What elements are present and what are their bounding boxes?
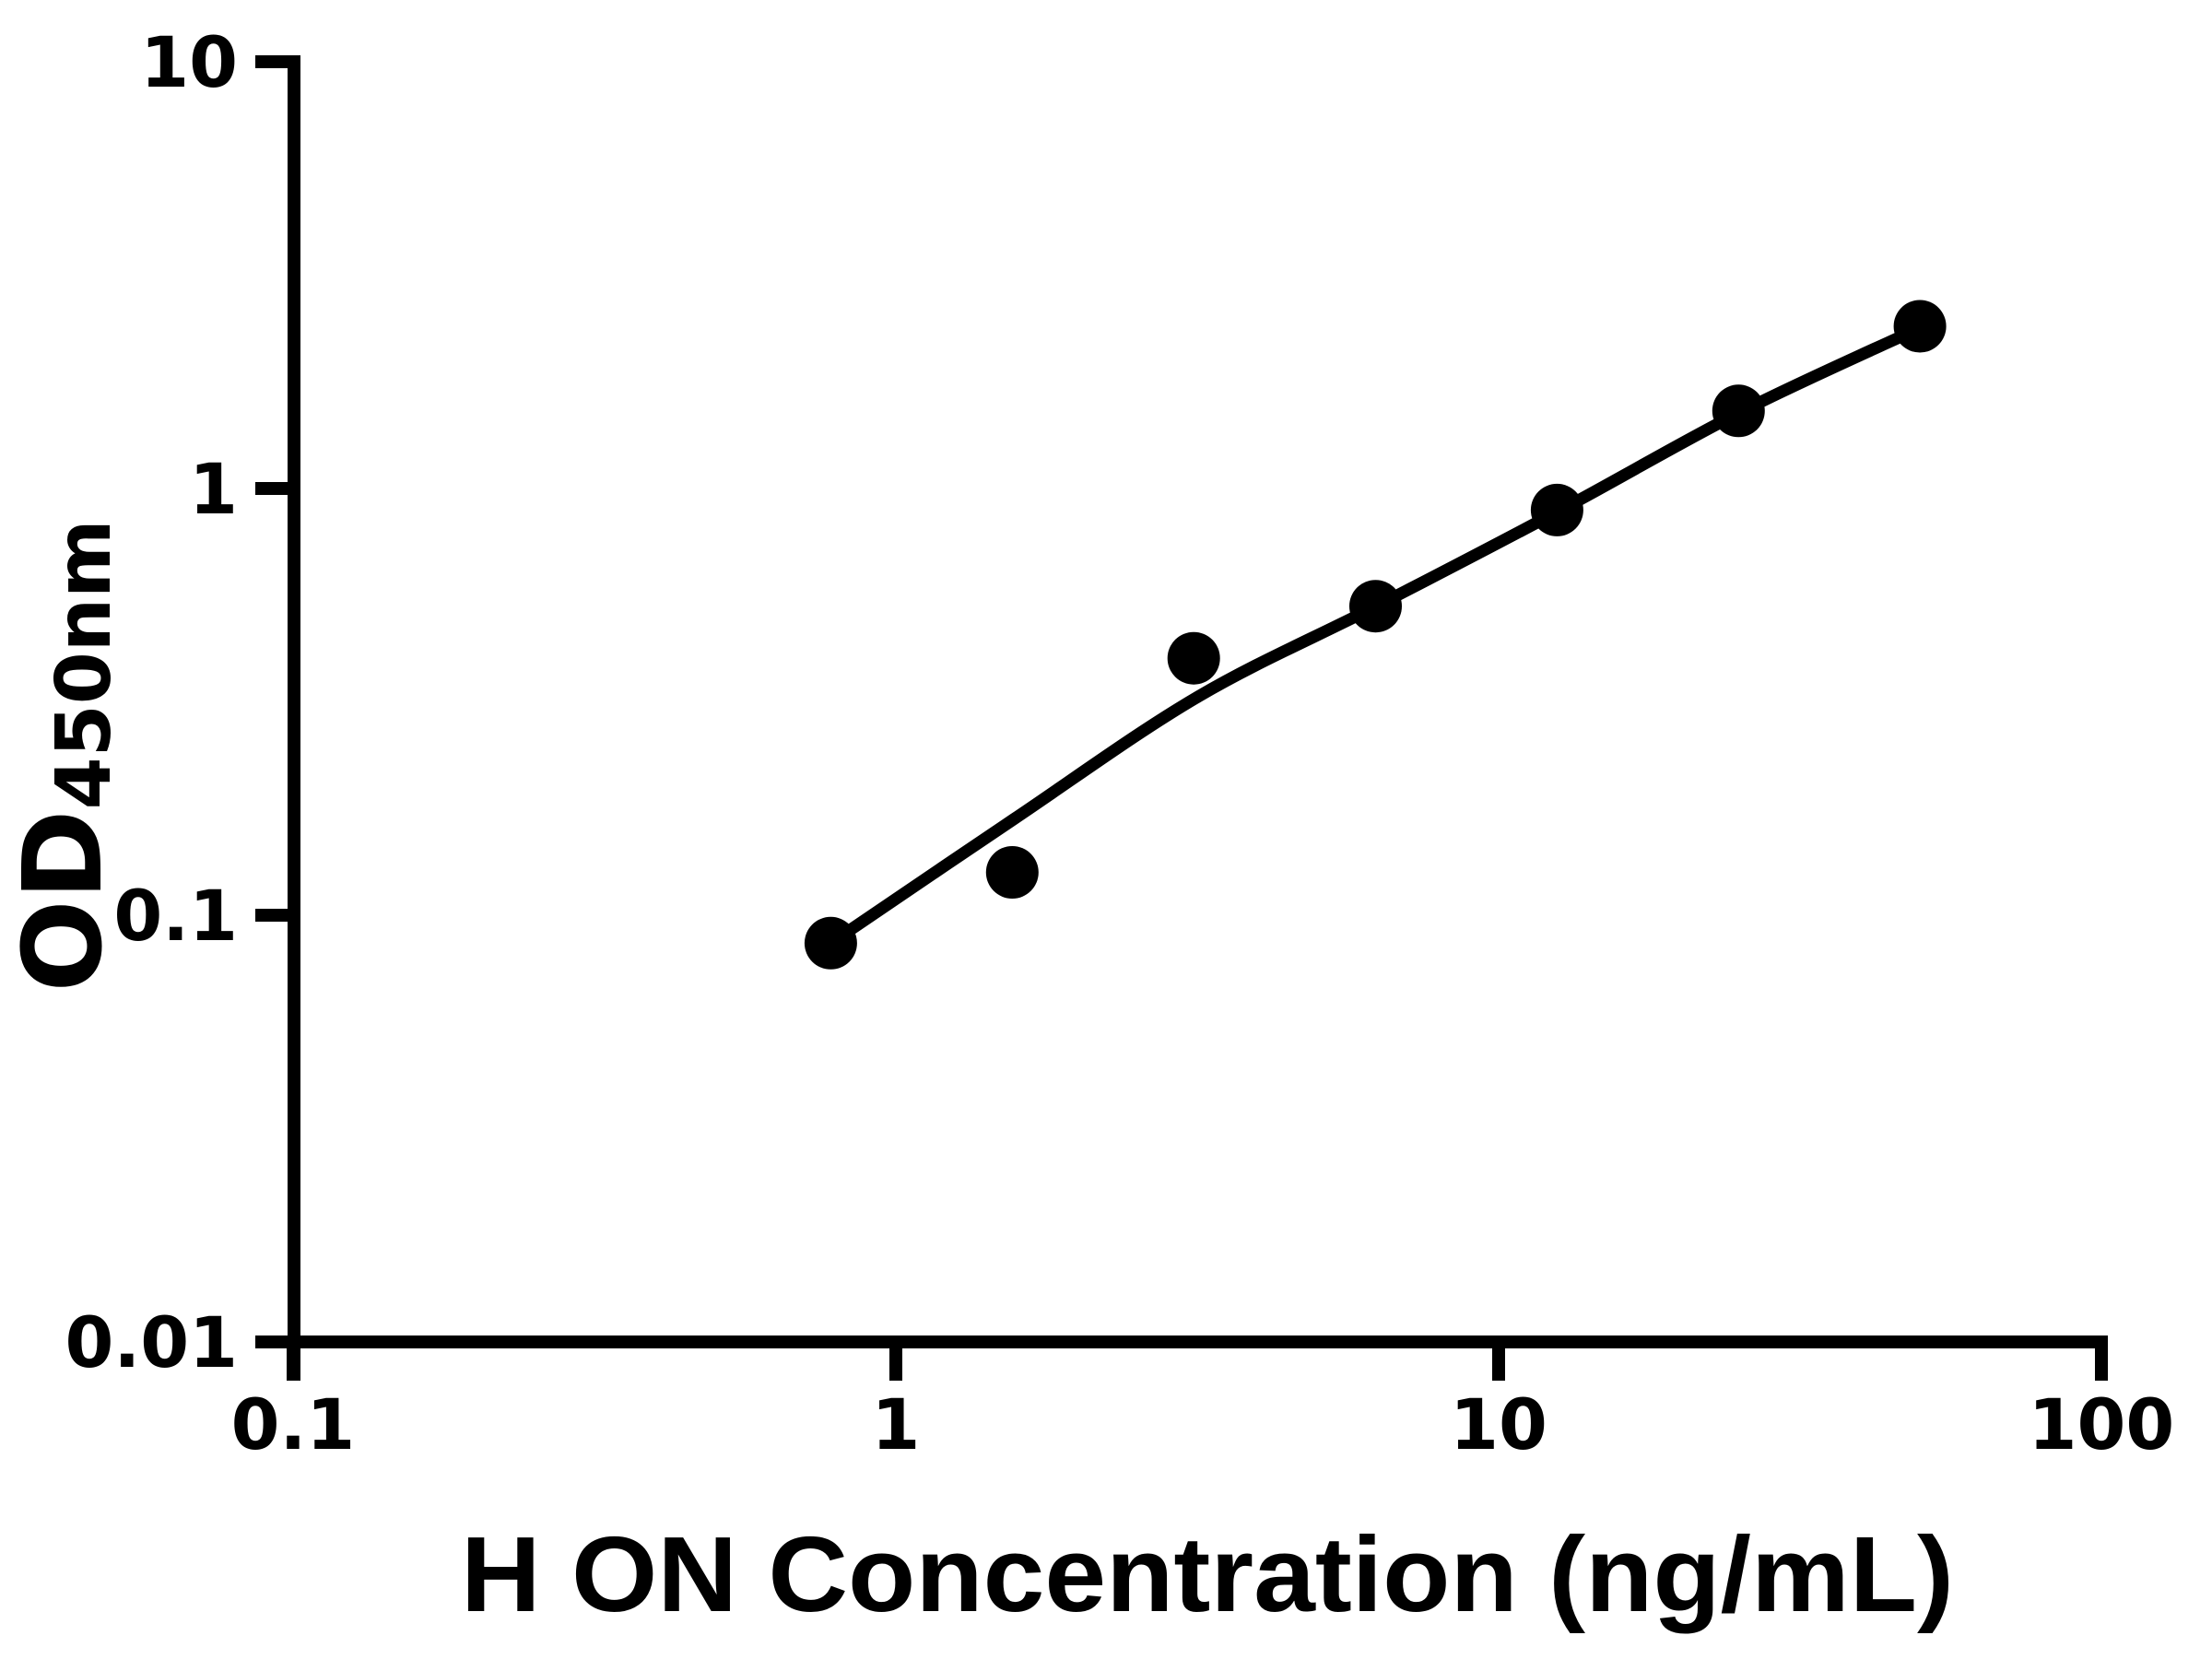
x-axis-title: H ON Concentration (ng/mL)	[461, 1514, 1954, 1634]
data-point	[1167, 631, 1220, 685]
data-point	[1530, 483, 1583, 536]
x-tick-label-100: 100	[2029, 1383, 2175, 1465]
x-tick-label-1: 1	[872, 1383, 921, 1465]
y-tick-label-0-1: 0.1	[113, 875, 238, 957]
data-point	[1712, 384, 1765, 438]
data-point	[1893, 300, 1947, 353]
x-tick-label-10: 10	[1450, 1383, 1547, 1465]
data-points	[804, 300, 1947, 970]
data-point	[1349, 580, 1402, 633]
data-point	[985, 846, 1039, 899]
x-tick-label-0-1: 0.1	[231, 1383, 356, 1465]
data-point	[804, 916, 857, 970]
y-axis-title-main: OD	[0, 809, 126, 992]
y-tick-label-10: 10	[140, 21, 238, 103]
y-axis-title-sub: 450nm	[41, 519, 128, 809]
y-tick-label-0-01: 0.01	[65, 1301, 238, 1383]
y-tick-label-1: 1	[189, 448, 238, 530]
y-axis-title: OD450nm	[0, 519, 128, 992]
